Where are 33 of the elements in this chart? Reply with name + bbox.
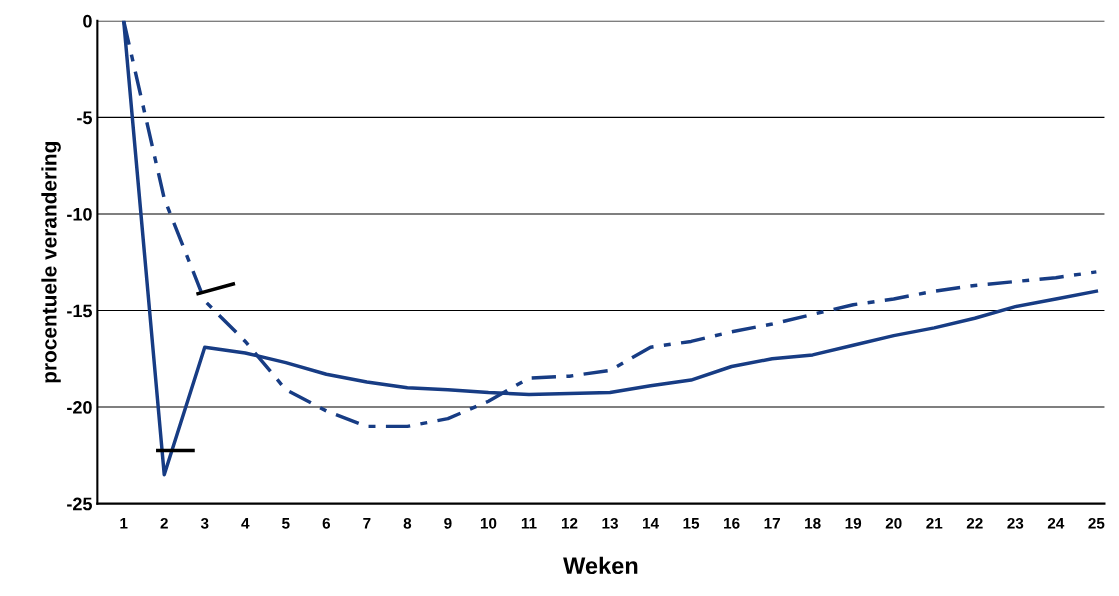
x-tick-label: 3: [200, 517, 209, 529]
x-tick-label: 18: [805, 517, 821, 529]
x-tick-label: 4: [241, 518, 250, 529]
x-tick-label: 15: [683, 518, 700, 529]
y-tick-label: -10: [67, 207, 92, 221]
x-tick-label: 23: [1007, 517, 1024, 529]
x-tick-label: 20: [885, 517, 902, 529]
x-tick-label: 17: [764, 518, 780, 529]
y-tick-label: -5: [77, 111, 92, 125]
x-tick-label: 21: [926, 517, 943, 529]
x-tick-label: 6: [322, 517, 331, 529]
x-tick-label: 11: [521, 518, 537, 529]
x-tick-label: 12: [561, 517, 578, 529]
x-tick-label: 7: [363, 518, 371, 529]
x-tick-label: 13: [602, 517, 618, 529]
y-tick-label: -20: [67, 401, 92, 414]
y-axis-title: procentuele verandering: [41, 142, 61, 383]
x-tick-label: 24: [1047, 517, 1065, 529]
x-tick-label: 2: [160, 517, 168, 529]
x-tick-label: 10: [480, 517, 497, 529]
y-tick-label: 0: [83, 14, 92, 28]
x-tick-label: 22: [966, 517, 983, 529]
y-tick-label: -15: [67, 304, 92, 318]
y-tick-label: -25: [67, 497, 92, 511]
x-tick-label: 14: [643, 518, 659, 529]
x-tick-label: 5: [282, 518, 290, 529]
x-tick-label: 19: [845, 517, 862, 529]
x-tick-label: 1: [120, 518, 128, 529]
x-tick-label: 9: [444, 517, 452, 529]
x-axis-title: Weken: [563, 556, 638, 575]
x-tick-label: 8: [403, 517, 412, 529]
x-tick-label: 16: [724, 517, 740, 529]
x-tick-label: 25: [1088, 517, 1105, 529]
